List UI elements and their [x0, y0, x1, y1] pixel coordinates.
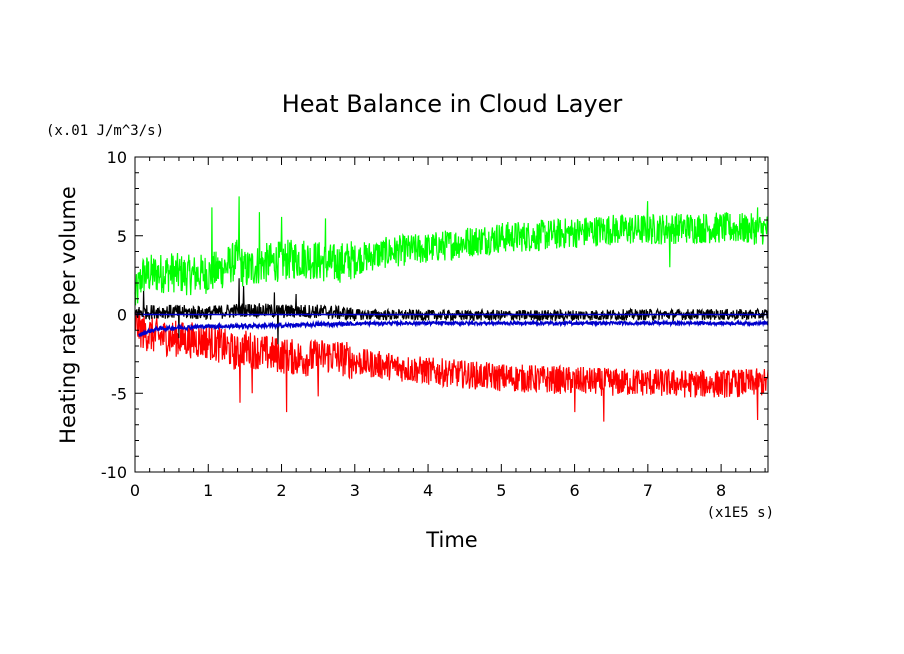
- x-tick-label: 0: [130, 481, 140, 500]
- y-tick-label: 10: [107, 148, 127, 167]
- y-tick-label: 5: [117, 227, 127, 246]
- y-tick-label: -5: [111, 384, 127, 403]
- x-tick-label: 2: [276, 481, 286, 500]
- x-tick-label: 3: [350, 481, 360, 500]
- ticks-layer: 0 1 2 3 4 5 6 7 8 -10 -5 0 5 10: [101, 148, 768, 500]
- series-line-4: [138, 318, 769, 337]
- x-unit-label: (x1E5 s): [707, 505, 774, 521]
- x-tick-label: 8: [716, 481, 726, 500]
- plot-frame: [134, 156, 769, 473]
- y-axis-title: Heating rate per volume: [56, 186, 80, 444]
- x-tick-label: 6: [569, 481, 579, 500]
- x-axis-title: Time: [425, 528, 477, 552]
- y-unit-label: (x.01 J/m^3/s): [46, 123, 164, 139]
- series-line-2: [134, 278, 769, 345]
- x-tick-label: 1: [203, 481, 213, 500]
- x-tick-label: 4: [423, 481, 433, 500]
- series-layer: [134, 196, 769, 422]
- series-line-0: [134, 196, 769, 306]
- x-tick-label: 7: [643, 481, 653, 500]
- series-line-1: [134, 309, 769, 422]
- y-tick-label: 0: [117, 306, 127, 325]
- x-tick-label: 5: [496, 481, 506, 500]
- chart-title: Heat Balance in Cloud Layer: [282, 90, 623, 118]
- y-tick-label: -10: [101, 463, 127, 482]
